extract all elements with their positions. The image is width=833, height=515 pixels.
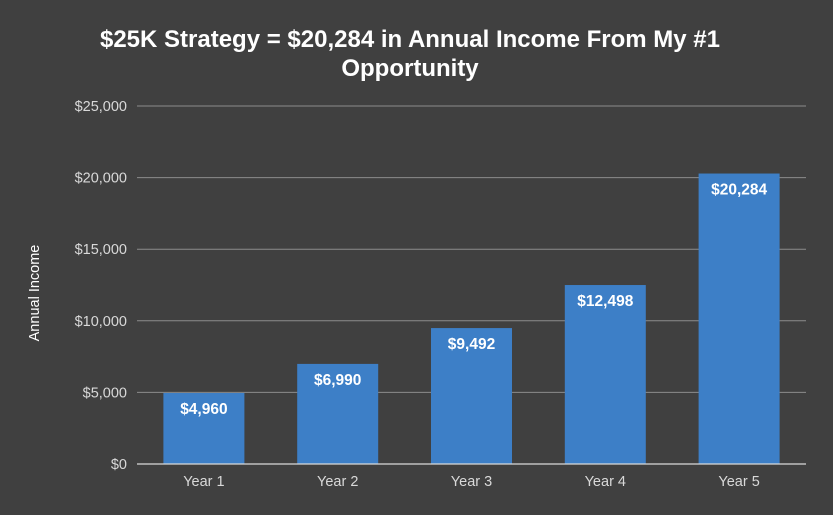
data-label: $9,492	[448, 336, 495, 353]
bar	[431, 328, 512, 464]
bar	[163, 392, 245, 464]
y-tick-label: $5,000	[83, 385, 127, 401]
y-axis-title: Annual Income	[27, 245, 43, 342]
x-tick-label: Year 4	[585, 474, 626, 490]
x-tick-label: Year 5	[718, 474, 759, 490]
gridlines	[137, 105, 806, 393]
data-label: $12,498	[577, 293, 633, 310]
y-tick-label: $10,000	[75, 314, 127, 330]
y-axis-ticks: $0 $5,000 $10,000 $15,000 $20,000 $25,000	[75, 99, 127, 473]
x-tick-label: Year 1	[183, 474, 224, 490]
chart-title-line-2: Opportunity	[341, 55, 479, 82]
chart-title-line-1: $25K Strategy = $20,284 in Annual Income…	[100, 26, 720, 53]
bar	[564, 285, 646, 464]
bar	[297, 363, 379, 464]
y-tick-label: $15,000	[75, 242, 127, 258]
x-tick-label: Year 2	[317, 474, 358, 490]
data-label: $6,990	[314, 372, 361, 389]
y-tick-label: $0	[111, 457, 127, 473]
y-tick-label: $25,000	[75, 99, 127, 115]
data-labels: $4,960 $6,990 $9,492 $12,498 $20,284	[180, 182, 767, 418]
bars	[163, 173, 780, 464]
x-axis-ticks: Year 1 Year 2 Year 3 Year 4 Year 5	[183, 474, 760, 490]
bar	[698, 173, 780, 464]
y-tick-label: $20,000	[75, 171, 127, 187]
data-label: $20,284	[711, 182, 767, 199]
x-tick-label: Year 3	[451, 474, 492, 490]
data-label: $4,960	[180, 401, 227, 418]
